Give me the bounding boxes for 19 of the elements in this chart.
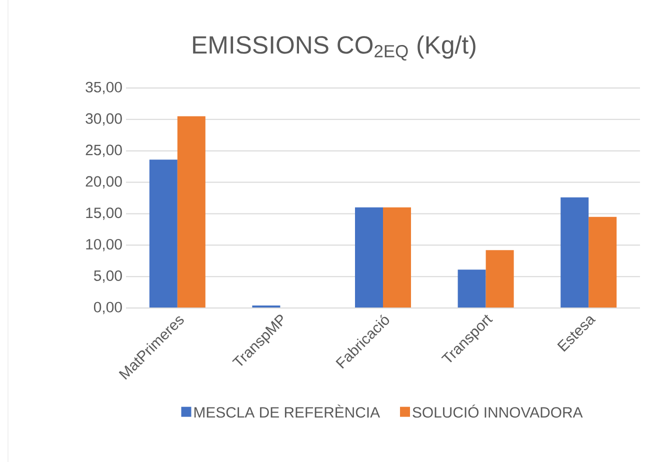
bar bbox=[177, 116, 206, 308]
y-tick-label: 20,00 bbox=[86, 176, 122, 188]
chart-title: EMISSIONS CO$_{2EQ}$ (Kg/t) bbox=[193, 35, 476, 61]
y-tick-label: 5,00 bbox=[94, 270, 122, 283]
y-tick-label: 35,00 bbox=[86, 82, 122, 94]
bar bbox=[486, 250, 514, 308]
y-tick-label: 15,00 bbox=[86, 208, 122, 220]
y-tick-label: 25,00 bbox=[86, 144, 122, 158]
bar bbox=[383, 207, 412, 308]
legend-label: MESCLA DE REFERÈNCIA bbox=[194, 404, 380, 418]
bar bbox=[149, 160, 178, 308]
y-tick-label: 10,00 bbox=[86, 238, 122, 252]
bar bbox=[458, 270, 486, 308]
bar bbox=[560, 197, 589, 308]
bar bbox=[588, 216, 617, 308]
legend-label: SOLUCIÓ INNOVADORA bbox=[412, 404, 583, 418]
y-tick-label: 30,00 bbox=[86, 113, 122, 126]
y-tick-label: 0,00 bbox=[94, 302, 122, 314]
bar bbox=[355, 207, 383, 308]
